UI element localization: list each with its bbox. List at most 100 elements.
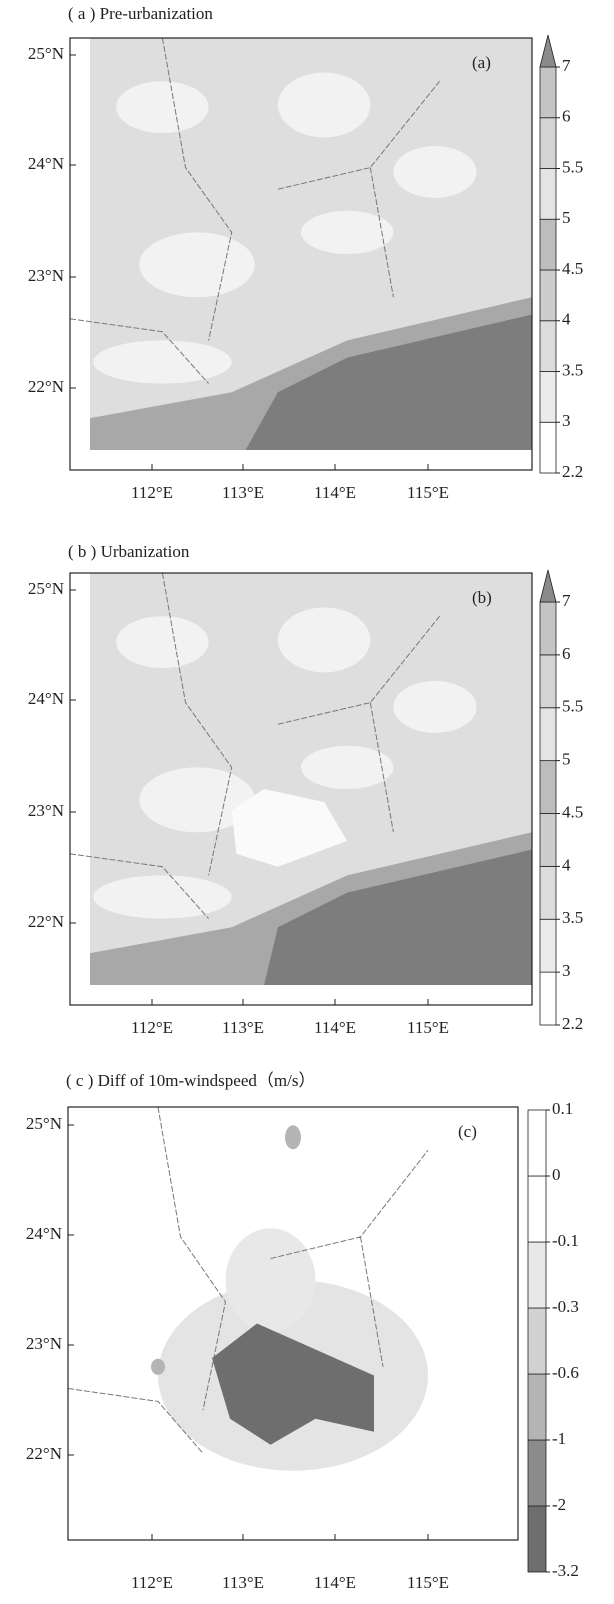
light-patch bbox=[93, 340, 232, 384]
colorbar-label: -2 bbox=[552, 1495, 566, 1514]
colorbar-segment bbox=[527, 1373, 547, 1441]
y-tick-label: 25°N bbox=[28, 44, 64, 63]
light-patch bbox=[393, 681, 477, 733]
colorbar-segment bbox=[527, 1505, 547, 1573]
diff-core bbox=[212, 1323, 374, 1445]
boundary bbox=[69, 572, 440, 919]
y-tick-label: 22°N bbox=[28, 377, 64, 396]
light-patch bbox=[393, 146, 477, 198]
panel-label: (c) bbox=[458, 1122, 477, 1141]
light-patch bbox=[116, 616, 209, 669]
y-tick-label: 23°N bbox=[28, 266, 64, 285]
map-frame bbox=[69, 37, 533, 471]
colorbar-label: 3.5 bbox=[562, 360, 583, 379]
colorbar-extend bbox=[539, 569, 557, 603]
colorbar-label: -1 bbox=[552, 1429, 566, 1448]
boundary bbox=[67, 1106, 429, 1454]
panel: ( b ) Urbanization (b) 25°N 24°N 23°N 22°N 112… bbox=[28, 542, 583, 1037]
colorbar-label: -0.6 bbox=[552, 1363, 579, 1382]
x-tick-label: 112°E bbox=[131, 1018, 173, 1037]
colorbar-segment bbox=[539, 654, 557, 709]
diff-spot bbox=[285, 1125, 301, 1150]
colorbar-label: 3 bbox=[562, 411, 571, 430]
panel: ( c ) Diff of 10m-windspeed（m/s） (c) 25°N 2… bbox=[26, 1071, 579, 1592]
colorbar-label: 0.1 bbox=[552, 1099, 573, 1118]
light-patch bbox=[301, 210, 394, 254]
y-tick-label: 24°N bbox=[26, 1224, 62, 1243]
diff-light bbox=[225, 1228, 316, 1333]
light-patch bbox=[277, 607, 371, 673]
colorbar-segment bbox=[539, 813, 557, 867]
colorbar-label: 4 bbox=[562, 310, 571, 329]
y-tick-label: 24°N bbox=[28, 154, 64, 173]
sea-region bbox=[245, 314, 532, 450]
colorbar-segment bbox=[539, 66, 557, 119]
y-tick-label: 23°N bbox=[28, 801, 64, 820]
colorbar-segment bbox=[539, 269, 557, 322]
colorbar-label: 7 bbox=[562, 591, 571, 610]
sea-region bbox=[264, 849, 532, 985]
colorbar-label: 6 bbox=[562, 644, 571, 663]
x-tick-label: 115°E bbox=[407, 1018, 449, 1037]
map-frame bbox=[67, 1106, 519, 1541]
light-patch bbox=[93, 875, 232, 919]
colorbar-segment bbox=[539, 601, 557, 656]
x-tick-label: 114°E bbox=[314, 1018, 356, 1037]
colorbar-label: -0.3 bbox=[552, 1297, 579, 1316]
colorbar-segment bbox=[527, 1175, 547, 1243]
light-patch bbox=[116, 81, 209, 134]
colorbar-label: 0 bbox=[552, 1165, 561, 1184]
boundary bbox=[69, 37, 440, 384]
colorbar-segment bbox=[539, 971, 557, 1026]
colorbar-segment bbox=[539, 421, 557, 474]
colorbar-label: 3.5 bbox=[562, 908, 583, 927]
y-tick-label: 22°N bbox=[26, 1444, 62, 1463]
colorbar-segment bbox=[527, 1241, 547, 1309]
colorbar-label: 5.5 bbox=[562, 697, 583, 716]
panel-label: (a) bbox=[472, 53, 491, 72]
colorbar-label: 7 bbox=[562, 56, 571, 75]
colorbar-extend bbox=[539, 34, 557, 68]
y-tick-label: 24°N bbox=[28, 689, 64, 708]
x-tick-label: 114°E bbox=[314, 1573, 356, 1592]
colorbar-label: -3.2 bbox=[552, 1561, 579, 1580]
y-tick-label: 23°N bbox=[26, 1334, 62, 1353]
x-tick-label: 115°E bbox=[407, 1573, 449, 1592]
y-tick-label: 25°N bbox=[26, 1114, 62, 1133]
colorbar-label: 3 bbox=[562, 961, 571, 980]
urban-area bbox=[231, 789, 348, 867]
colorbar-label: 6 bbox=[562, 107, 571, 126]
colorbar-segment bbox=[539, 918, 557, 973]
colorbar-label: 2.2 bbox=[562, 462, 583, 481]
x-tick-label: 114°E bbox=[314, 483, 356, 502]
x-tick-label: 113°E bbox=[222, 1573, 264, 1592]
colorbar-segment bbox=[539, 707, 557, 762]
colorbar-label: 4.5 bbox=[562, 802, 583, 821]
colorbar-segment bbox=[527, 1109, 547, 1177]
colorbar-segment bbox=[527, 1307, 547, 1375]
colorbar-segment bbox=[539, 320, 557, 372]
colorbar-segment bbox=[539, 371, 557, 423]
y-tick-label: 25°N bbox=[28, 579, 64, 598]
light-patch bbox=[139, 232, 255, 298]
colorbar-segment bbox=[527, 1439, 547, 1507]
x-tick-label: 112°E bbox=[131, 483, 173, 502]
colorbar-label: 5.5 bbox=[562, 157, 583, 176]
colorbar-label: 2.2 bbox=[562, 1014, 583, 1033]
panel-title: ( a ) Pre-urbanization bbox=[68, 4, 213, 23]
x-tick-label: 113°E bbox=[222, 1018, 264, 1037]
light-patch bbox=[277, 72, 371, 138]
y-tick-label: 22°N bbox=[28, 912, 64, 931]
colorbar-label: 5 bbox=[562, 750, 571, 769]
colorbar-segment bbox=[539, 218, 557, 271]
colorbar-segment bbox=[539, 117, 557, 169]
colorbar-segment bbox=[539, 865, 557, 920]
light-patch bbox=[301, 745, 394, 790]
colorbar-segment bbox=[539, 168, 557, 220]
map-frame bbox=[69, 572, 533, 1006]
diff-spot bbox=[151, 1358, 165, 1375]
panel-title: ( c ) Diff of 10m-windspeed（m/s） bbox=[66, 1071, 315, 1090]
x-tick-label: 112°E bbox=[131, 1573, 173, 1592]
colorbar-label: 4 bbox=[562, 855, 571, 874]
